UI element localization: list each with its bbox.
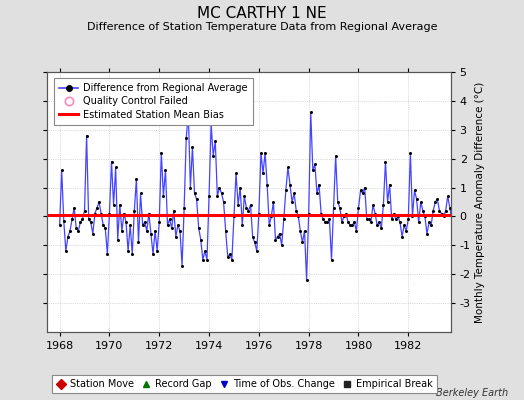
Legend: Difference from Regional Average, Quality Control Failed, Estimated Station Mean: Difference from Regional Average, Qualit… [54, 78, 253, 125]
Text: Difference of Station Temperature Data from Regional Average: Difference of Station Temperature Data f… [87, 22, 437, 32]
Text: MC CARTHY 1 NE: MC CARTHY 1 NE [197, 6, 327, 21]
Legend: Station Move, Record Gap, Time of Obs. Change, Empirical Break: Station Move, Record Gap, Time of Obs. C… [52, 375, 437, 393]
Text: Berkeley Earth: Berkeley Earth [436, 388, 508, 398]
Y-axis label: Monthly Temperature Anomaly Difference (°C): Monthly Temperature Anomaly Difference (… [475, 81, 485, 323]
